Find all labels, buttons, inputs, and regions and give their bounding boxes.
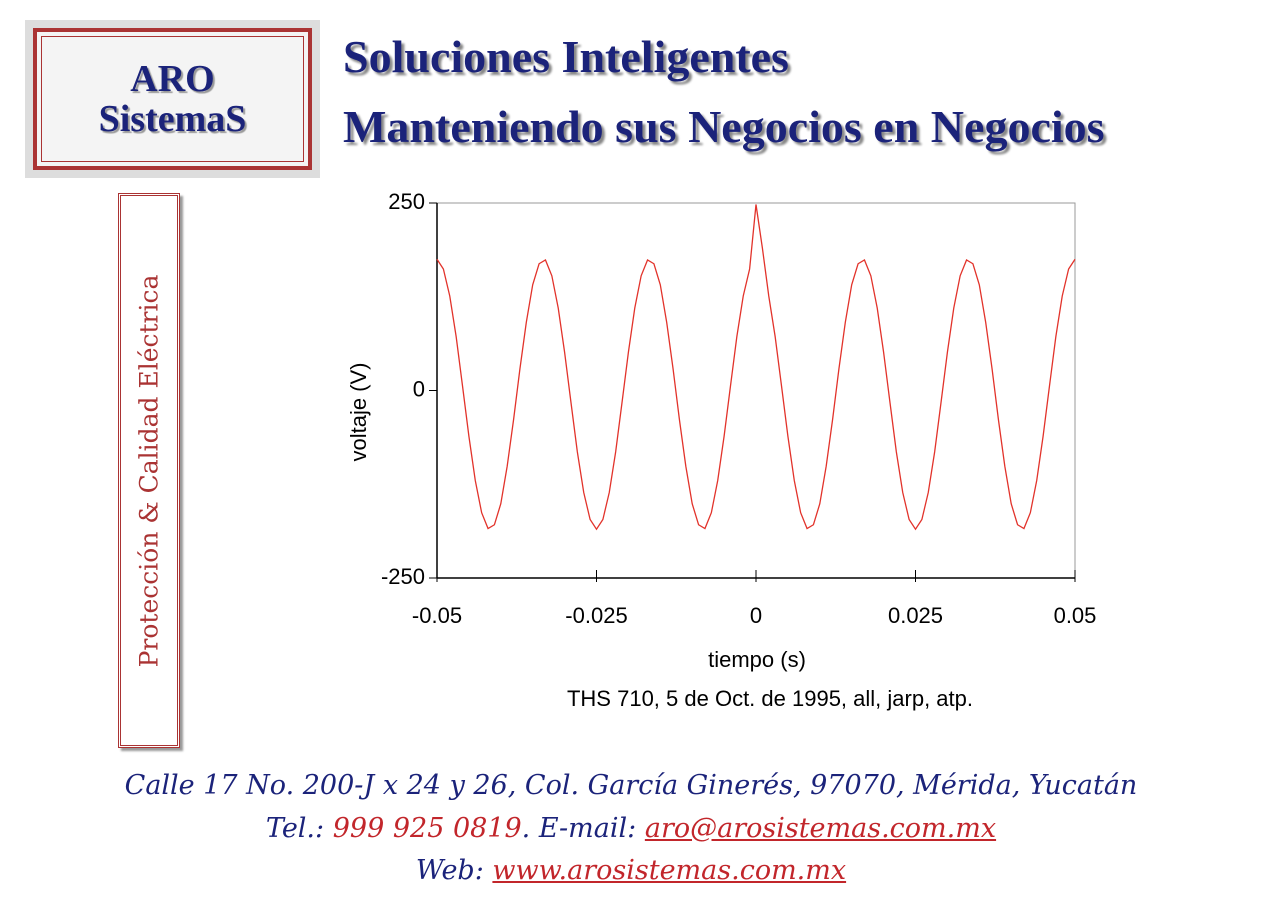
x-axis-label: tiempo (s) [708, 647, 806, 672]
x-tick-label: 0 [750, 603, 762, 628]
logo: ARO SistemaS [25, 20, 320, 178]
y-tick-label: 250 [388, 189, 425, 214]
contact-line: Tel.: 999 925 0819. E-mail: aro@arosiste… [0, 813, 1262, 844]
y-axis-label: voltaje (V) [346, 362, 371, 461]
plot-frame [437, 202, 1076, 578]
tel-label: Tel.: [265, 813, 325, 844]
x-tick-label: -0.05 [412, 603, 462, 628]
headline: Soluciones Inteligentes [343, 31, 789, 82]
web-label: Web: [415, 855, 484, 886]
logo-line: ARO [130, 58, 215, 100]
headline: Manteniendo sus Negocios en Negocios [343, 101, 1105, 152]
x-tick-label: 0.05 [1054, 603, 1097, 628]
x-tick-label: 0.025 [888, 603, 943, 628]
x-tick-label: -0.025 [565, 603, 627, 628]
chart-caption: THS 710, 5 de Oct. de 1995, all, jarp, a… [567, 686, 973, 711]
email-link[interactable]: aro@arosistemas.com.mx [644, 813, 997, 844]
web-link[interactable]: www.arosistemas.com.mx [492, 855, 847, 886]
phone: 999 925 0819 [332, 813, 522, 844]
y-tick-label: 0 [413, 376, 425, 401]
web-line: Web: www.arosistemas.com.mx [0, 855, 1262, 886]
logo-line: SistemaS [98, 98, 247, 140]
voltage-line [436, 204, 1076, 531]
logo-box: ARO SistemaS [33, 28, 312, 170]
y-tick-label: -250 [381, 564, 425, 589]
email-label: . E-mail: [521, 813, 637, 844]
address: Calle 17 No. 200-J x 24 y 26, Col. Garcí… [124, 770, 1138, 801]
side-banner: Protección & Calidad Eléctrica [118, 193, 180, 748]
